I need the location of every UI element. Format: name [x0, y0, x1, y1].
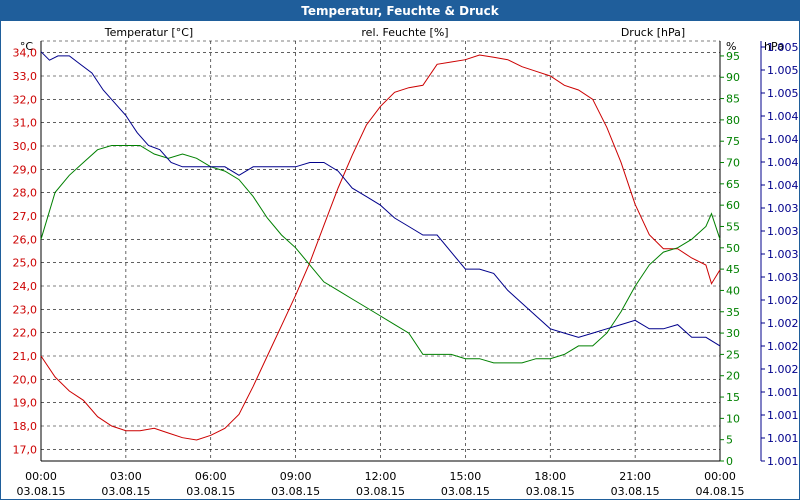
temperature-tick-label: 28,0	[13, 187, 38, 200]
x-tick-date-label: 03.08.15	[17, 485, 66, 498]
humidity-unit-label: %	[726, 40, 736, 53]
x-tick-date-label: 03.08.15	[611, 485, 660, 498]
pressure-axis-title: Druck [hPa]	[621, 26, 685, 39]
x-tick-date-label: 04.08.15	[696, 485, 745, 498]
x-tick-time-label: 03:00	[110, 470, 142, 483]
x-tick-date-label: 03.08.15	[356, 485, 405, 498]
x-tick-date-label: 03.08.15	[186, 485, 235, 498]
humidity-tick-label: 60	[726, 199, 740, 212]
chart-title: Temperatur, Feuchte & Druck	[1, 1, 799, 21]
humidity-tick-label: 30	[726, 327, 740, 340]
temperature-series-line	[40, 54, 721, 441]
temperature-tick-label: 27,0	[13, 210, 38, 223]
humidity-tick-label: 65	[726, 178, 740, 191]
pressure-tick-label: 1.004	[767, 179, 799, 192]
humidity-axis-title: rel. Feuchte [%]	[361, 26, 448, 39]
pressure-tick-label: 1.003	[767, 225, 799, 238]
pressure-tick-label: 1.002	[767, 363, 799, 376]
pressure-tick-label: 1.001	[767, 432, 799, 445]
temperature-tick-label: 31,0	[13, 117, 38, 130]
pressure-tick-label: 1.004	[767, 110, 799, 123]
pressure-tick-label: 1.003	[767, 202, 799, 215]
temperature-tick-label: 22,0	[13, 327, 38, 340]
x-tick-date-label: 03.08.15	[526, 485, 575, 498]
pressure-tick-label: 1.004	[767, 156, 799, 169]
temperature-tick-label: 30,0	[13, 140, 38, 153]
humidity-tick-label: 95	[726, 50, 740, 63]
humidity-tick-label: 75	[726, 135, 740, 148]
humidity-tick-label: 90	[726, 71, 740, 84]
temperature-tick-label: 19,0	[13, 397, 38, 410]
chart-canvas: Temperatur [°C] rel. Feuchte [%] Druck […	[13, 26, 799, 498]
pressure-tick-label: 1.002	[767, 294, 799, 307]
pressure-series-line	[40, 51, 721, 347]
temperature-axis-title: Temperatur [°C]	[104, 26, 193, 39]
pressure-tick-label: 1.001	[767, 455, 799, 468]
humidity-series-line	[40, 145, 721, 364]
x-tick-time-label: 09:00	[280, 470, 312, 483]
pressure-tick-label: 1.005	[767, 87, 799, 100]
temperature-tick-label: 29,0	[13, 163, 38, 176]
humidity-tick-label: 15	[726, 391, 740, 404]
humidity-tick-label: 35	[726, 306, 740, 319]
humidity-tick-label: 20	[726, 370, 740, 383]
pressure-tick-label: 1.004	[767, 133, 799, 146]
x-tick-time-label: 15:00	[450, 470, 482, 483]
humidity-tick-label: 70	[726, 157, 740, 170]
pressure-tick-label: 1.002	[767, 317, 799, 330]
x-tick-time-label: 00:00	[25, 470, 57, 483]
temperature-tick-label: 32,0	[13, 93, 38, 106]
temperature-tick-label: 18,0	[13, 420, 38, 433]
pressure-tick-label: 1.005	[767, 41, 799, 54]
x-tick-time-label: 00:00	[704, 470, 736, 483]
humidity-tick-label: 80	[726, 114, 740, 127]
pressure-tick-label: 1.002	[767, 340, 799, 353]
temperature-unit-label: °C	[20, 40, 34, 53]
temperature-tick-label: 20,0	[13, 373, 38, 386]
x-tick-time-label: 18:00	[534, 470, 566, 483]
temperature-tick-label: 24,0	[13, 280, 38, 293]
x-tick-date-label: 03.08.15	[101, 485, 150, 498]
temperature-tick-label: 21,0	[13, 350, 38, 363]
humidity-tick-label: 45	[726, 263, 740, 276]
temperature-tick-label: 33,0	[13, 70, 38, 83]
temperature-tick-label: 23,0	[13, 303, 38, 316]
humidity-tick-label: 85	[726, 93, 740, 106]
humidity-tick-label: 25	[726, 348, 740, 361]
pressure-unit-label: hPa	[764, 40, 784, 53]
temperature-tick-label: 25,0	[13, 257, 38, 270]
pressure-tick-label: 1.003	[767, 248, 799, 261]
temperature-tick-label: 34,0	[13, 47, 38, 60]
humidity-tick-label: 55	[726, 220, 740, 233]
x-tick-date-label: 03.08.15	[441, 485, 490, 498]
humidity-tick-label: 10	[726, 412, 740, 425]
temperature-tick-label: 26,0	[13, 233, 38, 246]
humidity-tick-label: 40	[726, 284, 740, 297]
humidity-tick-label: 0	[726, 455, 733, 468]
pressure-tick-label: 1.001	[767, 386, 799, 399]
pressure-tick-label: 1.003	[767, 271, 799, 284]
x-tick-time-label: 12:00	[365, 470, 397, 483]
humidity-tick-label: 50	[726, 242, 740, 255]
temperature-tick-label: 17,0	[13, 443, 38, 456]
humidity-tick-label: 5	[726, 434, 733, 447]
pressure-tick-label: 1.005	[767, 64, 799, 77]
x-tick-time-label: 06:00	[195, 470, 227, 483]
x-tick-date-label: 03.08.15	[271, 485, 320, 498]
pressure-tick-label: 1.001	[767, 409, 799, 422]
x-tick-time-label: 21:00	[619, 470, 651, 483]
